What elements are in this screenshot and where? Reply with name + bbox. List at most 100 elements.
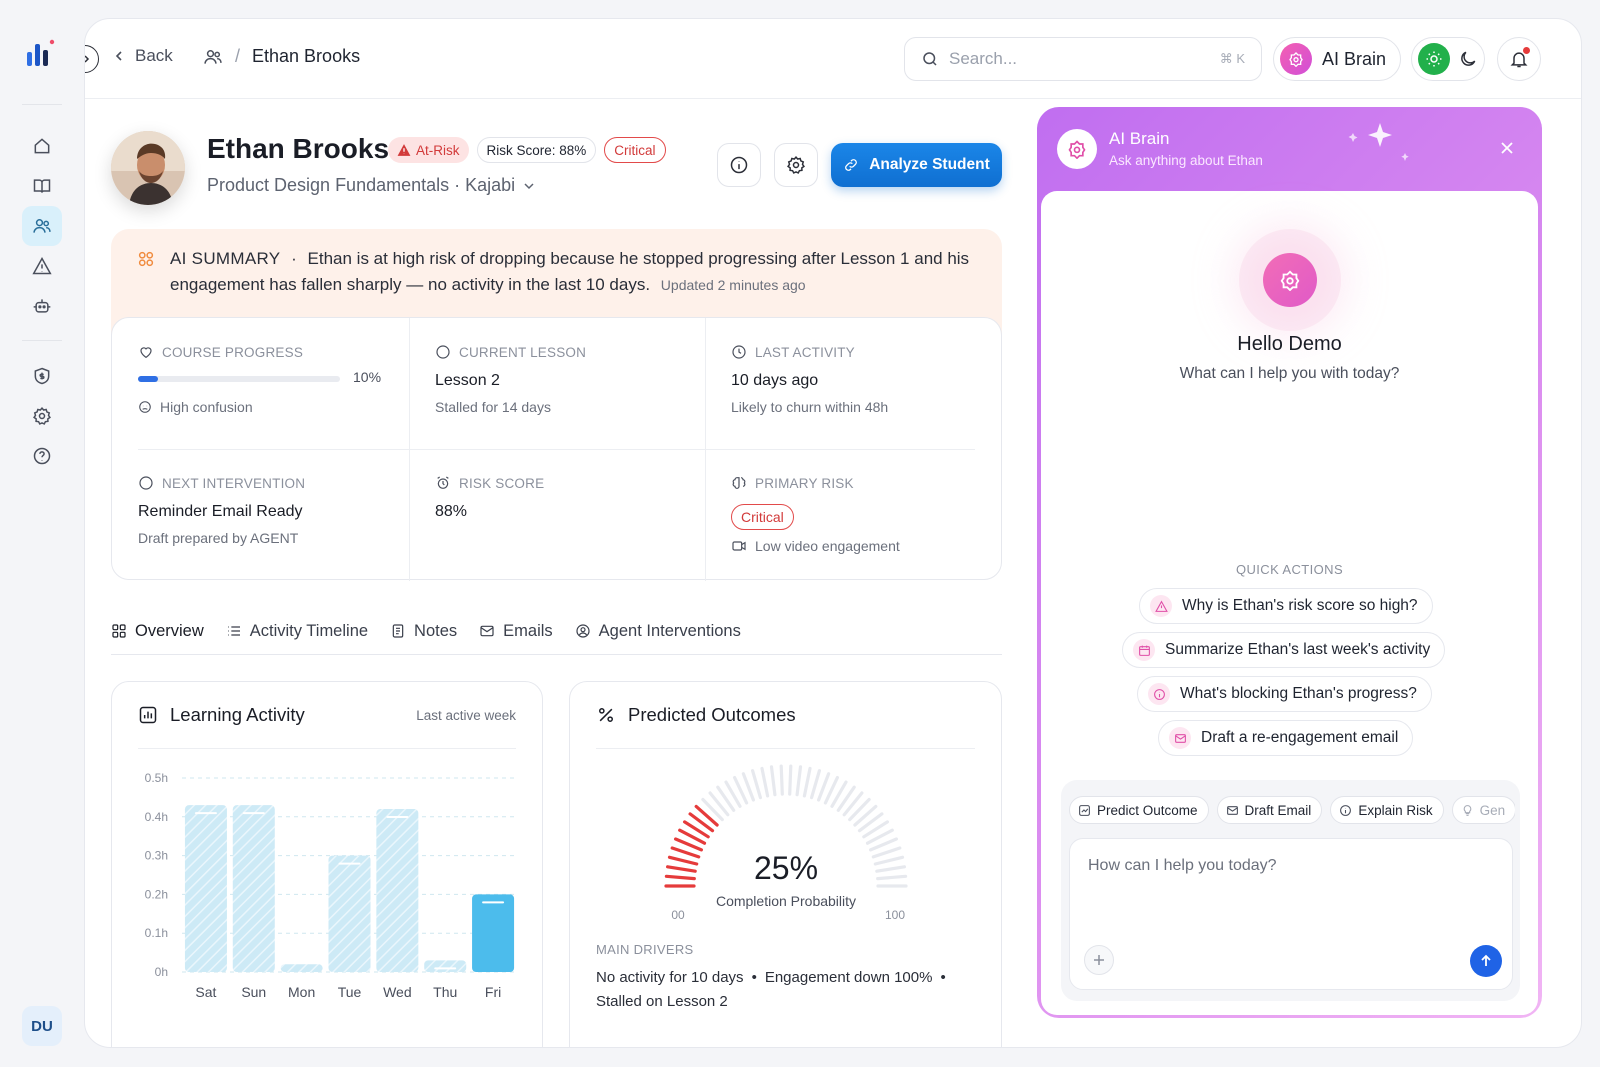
tab-notes[interactable]: Notes <box>390 617 457 645</box>
notes-icon <box>392 624 404 638</box>
ai-panel-subtitle: Ask anything about Ethan <box>1109 153 1263 168</box>
nav-courses[interactable] <box>22 166 62 206</box>
ai-chat-input[interactable]: How can I help you today? <box>1069 838 1513 990</box>
last-activity-value: 10 days ago <box>731 372 819 389</box>
gauge-tick <box>862 820 889 839</box>
grid-icon <box>138 251 154 267</box>
gauge-tick <box>708 791 730 817</box>
quick-action-summary[interactable]: Summarize Ethan's last week's activity <box>1122 632 1446 668</box>
notifications-button[interactable] <box>1497 37 1541 81</box>
bar-wed[interactable] <box>376 809 419 972</box>
quick-action-draft-email[interactable]: Draft a re-engagement email <box>1158 720 1414 756</box>
gauge-tick <box>823 776 839 805</box>
chip-generate[interactable]: Gen <box>1451 796 1515 824</box>
sun-icon[interactable] <box>1418 43 1450 75</box>
ai-summary-text: AI SUMMARY · Ethan is at high risk of dr… <box>170 246 980 298</box>
bar-sat[interactable] <box>184 805 227 972</box>
bar-thu[interactable] <box>424 960 467 972</box>
analyze-student-button[interactable]: Analyze Student <box>831 143 1002 187</box>
stat-course-progress: COURSE PROGRESS 10% High confusion <box>112 318 408 449</box>
bar-mon[interactable] <box>280 964 323 972</box>
ai-brain-button[interactable]: AI Brain <box>1273 37 1402 81</box>
search-icon <box>923 52 937 66</box>
app-logo[interactable] <box>24 38 56 70</box>
tab-emails[interactable]: Emails <box>479 617 553 645</box>
predicted-outcomes-card: Predicted Outcomes 25% Completion Probab… <box>569 681 1002 1047</box>
settings-button[interactable] <box>774 143 818 187</box>
theme-toggle[interactable] <box>1411 37 1485 81</box>
last-activity-label: LAST ACTIVITY <box>755 344 855 360</box>
bar-fri[interactable] <box>472 894 515 972</box>
chip-explain-risk[interactable]: Explain Risk <box>1330 796 1444 824</box>
search-input[interactable]: Search... ⌘ K <box>904 37 1262 81</box>
tabs: Overview Activity Timeline Notes Emails … <box>111 617 1002 655</box>
quick-action-label: What's blocking Ethan's progress? <box>1180 685 1417 702</box>
x-tick-label: Fri <box>485 984 501 1000</box>
nav-home[interactable] <box>22 126 62 166</box>
nav-students[interactable] <box>22 206 62 246</box>
send-button[interactable] <box>1470 945 1502 977</box>
ai-help-text: What can I help you with today? <box>1179 365 1400 382</box>
stat-last-activity: LAST ACTIVITY 10 days ago Likely to chur… <box>705 318 1001 449</box>
quick-action-risk[interactable]: Why is Ethan's risk score so high? <box>1139 588 1433 624</box>
quick-action-label: Summarize Ethan's last week's activity <box>1165 641 1431 658</box>
student-name: Ethan Brooks <box>207 133 390 164</box>
tab-agent-interventions[interactable]: Agent Interventions <box>575 617 741 645</box>
alert-triangle-icon <box>1154 600 1168 612</box>
student-photo <box>111 131 185 205</box>
users-icon[interactable] <box>203 47 223 67</box>
gauge-tick <box>848 797 871 822</box>
learning-activity-title-text: Learning Activity <box>170 704 305 725</box>
chevrons-right-icon <box>85 55 90 63</box>
nav-billing[interactable] <box>22 356 62 396</box>
primary-risk-sub: Low video engagement <box>755 538 900 554</box>
gauge-tick <box>857 812 884 833</box>
ai-brain-icon <box>1057 129 1097 169</box>
bar-sun[interactable] <box>232 805 275 972</box>
video-icon <box>732 541 746 551</box>
notification-dot <box>1522 46 1531 55</box>
bar-tue[interactable] <box>328 855 371 972</box>
ai-panel-header: AI Brain Ask anything about Ethan <box>1037 107 1542 191</box>
bell-icon <box>1510 52 1528 68</box>
next-intervention-value: Reminder Email Ready <box>138 503 303 520</box>
gauge-tick <box>788 764 793 796</box>
back-button[interactable]: Back <box>113 46 173 66</box>
course-selector[interactable]: Product Design Fundamentals · Kajabi <box>207 175 535 196</box>
close-icon[interactable] <box>1500 141 1514 155</box>
tab-overview[interactable]: Overview <box>111 617 204 645</box>
info-icon <box>1340 804 1352 816</box>
nav-agents[interactable] <box>22 286 62 326</box>
left-rail: DU <box>0 0 84 1067</box>
attach-button[interactable] <box>1084 945 1114 975</box>
nav-help[interactable] <box>22 436 62 476</box>
y-tick-label: 0.1h <box>145 926 168 940</box>
risk-score-value: 88% <box>435 503 468 520</box>
gauge-tick <box>701 797 724 822</box>
chevron-down-icon <box>524 182 534 189</box>
robot-icon <box>33 299 51 313</box>
list-icon <box>227 626 240 636</box>
gauge-tick <box>667 855 699 866</box>
ai-orb-icon <box>1263 253 1317 307</box>
percent-icon <box>599 708 613 722</box>
chip-predict-outcome[interactable]: Predict Outcome <box>1069 796 1209 824</box>
current-lesson-sub: Stalled for 14 days <box>435 399 551 415</box>
main-drivers-label: MAIN DRIVERS <box>596 942 694 957</box>
driver-item: Stalled on Lesson 2 <box>596 993 728 1010</box>
chip-draft-email[interactable]: Draft Email <box>1216 796 1323 824</box>
stat-primary-risk: PRIMARY RISK Critical Low video engageme… <box>705 449 1001 580</box>
circle-icon <box>139 476 153 490</box>
plus-icon <box>1094 955 1104 965</box>
tab-activity-timeline[interactable]: Activity Timeline <box>226 617 368 645</box>
nav-alerts[interactable] <box>22 246 62 286</box>
user-avatar[interactable]: DU <box>22 1006 62 1046</box>
nav-settings[interactable] <box>22 396 62 436</box>
completion-gauge: 25% Completion Probability 00 100 <box>664 764 908 922</box>
breadcrumb-separator: / <box>235 46 241 66</box>
moon-icon[interactable] <box>1458 49 1478 69</box>
quick-action-blocking[interactable]: What's blocking Ethan's progress? <box>1137 676 1432 712</box>
gauge-tick <box>802 766 812 798</box>
info-button[interactable] <box>717 143 761 187</box>
student-badges: At-Risk Risk Score: 88% Critical <box>388 137 666 163</box>
